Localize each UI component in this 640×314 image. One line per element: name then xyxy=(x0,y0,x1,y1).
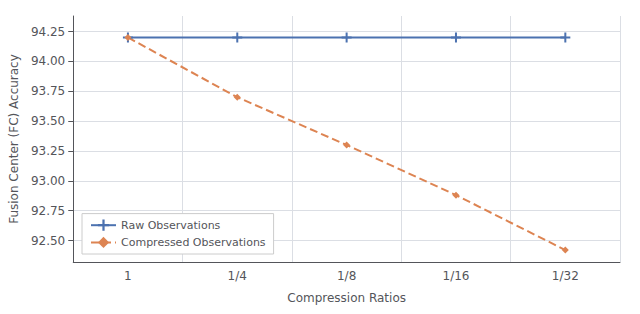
svg-text:Raw Observations: Raw Observations xyxy=(121,219,221,232)
svg-text:94.00: 94.00 xyxy=(31,54,65,68)
svg-text:93.50: 93.50 xyxy=(31,114,65,128)
svg-text:93.00: 93.00 xyxy=(31,174,65,188)
svg-text:1/8: 1/8 xyxy=(337,269,356,283)
svg-text:92.50: 92.50 xyxy=(31,234,65,248)
svg-text:1/32: 1/32 xyxy=(552,269,579,283)
svg-text:1/16: 1/16 xyxy=(442,269,469,283)
svg-text:92.75: 92.75 xyxy=(31,204,65,218)
svg-text:Fusion Center (FC) Accuracy: Fusion Center (FC) Accuracy xyxy=(7,54,21,224)
svg-text:1: 1 xyxy=(124,269,132,283)
svg-text:93.25: 93.25 xyxy=(31,144,65,158)
svg-text:93.75: 93.75 xyxy=(31,84,65,98)
svg-text:94.25: 94.25 xyxy=(31,25,65,39)
svg-text:1/4: 1/4 xyxy=(228,269,247,283)
svg-text:Compressed Observations: Compressed Observations xyxy=(121,236,266,249)
svg-text:Compression Ratios: Compression Ratios xyxy=(287,291,406,305)
